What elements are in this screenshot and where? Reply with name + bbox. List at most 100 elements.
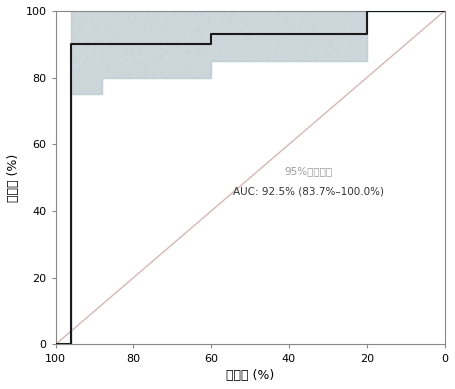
Point <box>219 19 227 26</box>
Point <box>243 22 251 28</box>
Point <box>242 33 249 40</box>
Point <box>164 38 171 44</box>
Point <box>343 33 350 40</box>
Point <box>104 45 111 51</box>
Point <box>348 34 355 40</box>
Point <box>303 47 310 54</box>
Point <box>234 9 242 15</box>
Point <box>164 19 171 25</box>
Point <box>247 8 254 14</box>
Point <box>150 67 157 74</box>
Point <box>321 37 329 43</box>
Point <box>102 58 110 64</box>
Point <box>248 31 255 37</box>
Point <box>315 20 322 26</box>
Point <box>172 63 179 69</box>
Point <box>93 80 100 86</box>
Point <box>82 18 90 25</box>
Point <box>170 24 177 30</box>
Point <box>155 58 162 64</box>
Point <box>254 45 262 51</box>
Point <box>303 38 311 44</box>
Point <box>335 51 343 58</box>
Point <box>245 32 253 39</box>
Point <box>136 38 143 44</box>
Point <box>144 56 151 63</box>
Point <box>102 22 109 28</box>
Point <box>136 50 144 56</box>
Point <box>332 46 339 53</box>
Point <box>79 9 86 15</box>
Point <box>205 72 212 78</box>
Point <box>244 33 252 39</box>
Point <box>134 28 142 35</box>
Point <box>68 19 76 25</box>
Point <box>362 11 369 17</box>
Point <box>308 16 316 22</box>
Point <box>92 63 100 70</box>
Point <box>117 53 125 59</box>
Point <box>340 36 347 42</box>
Point <box>307 43 314 49</box>
Point <box>234 34 241 40</box>
Point <box>305 54 313 60</box>
Point <box>353 38 360 44</box>
Point <box>157 46 165 52</box>
Point <box>304 53 312 59</box>
Point <box>231 9 238 16</box>
Text: AUC: 92.5% (83.7%–100.0%): AUC: 92.5% (83.7%–100.0%) <box>233 186 384 196</box>
Point <box>76 70 84 76</box>
Point <box>342 12 349 18</box>
Point <box>118 60 126 67</box>
Point <box>253 50 260 56</box>
Point <box>128 62 136 68</box>
Point <box>71 8 78 14</box>
Point <box>153 16 160 22</box>
Point <box>183 55 190 61</box>
Point <box>173 39 180 45</box>
Point <box>176 20 183 26</box>
Point <box>253 33 260 40</box>
Point <box>91 42 99 49</box>
Point <box>334 44 341 51</box>
Point <box>273 42 280 48</box>
Point <box>359 20 366 26</box>
Point <box>134 64 142 70</box>
Point <box>106 23 114 29</box>
Point <box>131 54 139 60</box>
Point <box>310 25 317 31</box>
Point <box>347 38 354 44</box>
Point <box>139 59 146 65</box>
Point <box>113 35 121 42</box>
Point <box>141 73 148 79</box>
Point <box>124 19 131 25</box>
Point <box>72 29 80 35</box>
Point <box>292 26 299 33</box>
Point <box>254 9 261 15</box>
Point <box>301 49 308 55</box>
Point <box>239 18 247 25</box>
Point <box>154 61 161 67</box>
Point <box>111 40 119 47</box>
Point <box>130 60 137 66</box>
Point <box>183 17 190 23</box>
Point <box>70 81 77 87</box>
Point <box>205 13 212 19</box>
Point <box>284 21 291 27</box>
Point <box>297 9 304 16</box>
Point <box>327 51 334 58</box>
Point <box>316 39 323 45</box>
Point <box>126 12 133 19</box>
Point <box>136 48 144 54</box>
Point <box>215 30 222 36</box>
Point <box>298 44 306 51</box>
Point <box>168 21 175 27</box>
Point <box>94 37 101 44</box>
Point <box>103 26 110 32</box>
Point <box>349 55 356 61</box>
Polygon shape <box>56 11 445 345</box>
Point <box>200 68 207 74</box>
Point <box>125 14 132 20</box>
Point <box>185 48 192 54</box>
Point <box>152 13 160 19</box>
